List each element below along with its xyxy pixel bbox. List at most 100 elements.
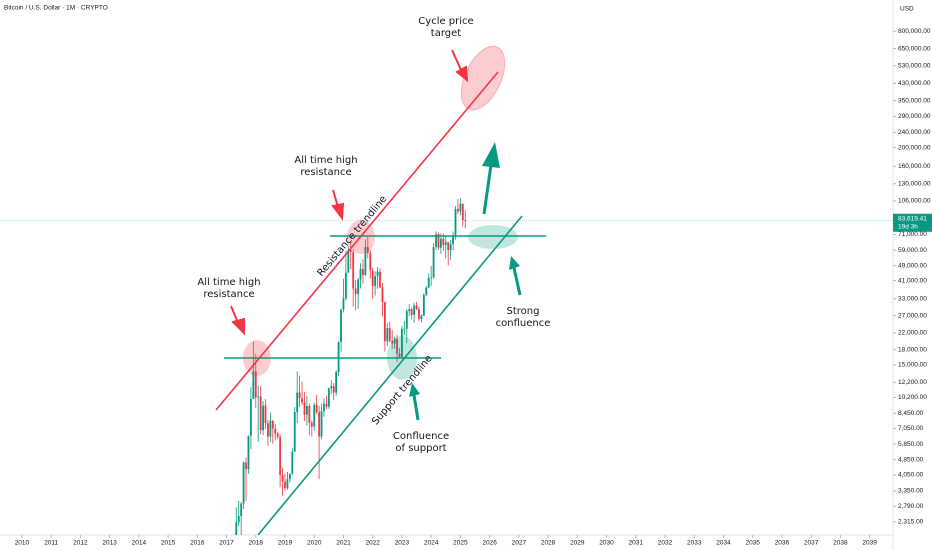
last-price-label: 83,619.41	[898, 215, 927, 222]
last-price-box	[893, 213, 932, 232]
candle-body	[449, 244, 452, 251]
y-tick-label: 15,000.00	[898, 362, 927, 369]
arrows-red	[230, 49, 469, 336]
candle-body	[242, 462, 245, 504]
candle-body	[403, 328, 406, 330]
candle-body	[408, 309, 411, 312]
candle-body	[362, 268, 364, 276]
candle-body	[420, 315, 423, 320]
candle-body	[347, 250, 350, 273]
y-tick-label: 49,000.00	[898, 262, 927, 269]
candle-body	[342, 298, 345, 310]
candles	[235, 198, 467, 535]
x-tick-label: 2023	[395, 540, 410, 547]
y-tick-label: 8,450.00	[898, 410, 924, 417]
candle-body	[296, 392, 299, 413]
candle-body	[405, 311, 408, 329]
resistance-trendline	[215, 71, 499, 411]
candle-body	[335, 372, 338, 393]
x-tick-label: 2012	[73, 540, 88, 547]
candle-body	[293, 412, 296, 452]
candle-body	[459, 203, 462, 212]
y-tick-label: 7,050.00	[898, 425, 924, 432]
y-tick-label: 18,000.00	[898, 346, 927, 353]
candle-body	[298, 392, 301, 399]
y-tick-label: 2,315.00	[898, 519, 924, 526]
candle-body	[247, 435, 250, 470]
y-tick-label: 160,000.00	[898, 163, 931, 170]
candle-body	[376, 271, 379, 277]
candle-body	[357, 279, 359, 294]
y-tick-label: 106,000.00	[898, 198, 931, 205]
candle-body	[447, 242, 450, 251]
candle-body	[337, 342, 340, 373]
x-tick-label: 2028	[541, 540, 556, 547]
candle-body	[281, 475, 284, 482]
candle-body	[430, 277, 433, 279]
candle-body	[381, 287, 384, 302]
candle-body	[303, 402, 306, 415]
candle-body	[439, 238, 442, 248]
highlight-circle	[460, 45, 506, 111]
x-tick-label: 2015	[161, 540, 176, 547]
y-tick-label: 3,350.00	[898, 488, 924, 495]
candle-body	[374, 276, 377, 286]
candle-body	[308, 406, 311, 423]
currency: USD	[900, 6, 914, 13]
candle-body	[235, 522, 238, 535]
x-tick-label: 2032	[658, 540, 673, 547]
candle-body	[435, 234, 437, 247]
candle-body	[323, 403, 325, 412]
annotation: of support	[395, 443, 446, 454]
y-tick-label: 200,000.00	[898, 144, 931, 151]
candle-body	[432, 246, 435, 278]
x-tick-label: 2016	[190, 540, 205, 547]
y-tick-label: 12,200.00	[898, 379, 927, 386]
y-tick-label: 10,200.00	[898, 394, 927, 401]
candle-body	[393, 338, 396, 344]
support-trendline	[257, 215, 523, 536]
candle-body	[396, 338, 398, 354]
x-tick-label: 2029	[570, 540, 585, 547]
candle-body	[352, 251, 355, 289]
candle-body	[398, 353, 401, 358]
candle-body	[313, 404, 316, 427]
candle-body	[267, 423, 269, 437]
y-tick-label: 530,000.00	[898, 62, 931, 69]
x-tick-label: 2017	[219, 540, 234, 547]
x-tick-label: 2030	[599, 540, 614, 547]
x-tick-label: 2034	[716, 540, 731, 547]
candle-body	[366, 246, 369, 253]
x-tick-label: 2019	[278, 540, 293, 547]
highlight-circle	[468, 225, 518, 249]
x-tick-label: 2033	[687, 540, 702, 547]
candle-body	[286, 479, 289, 489]
candle-body	[386, 328, 389, 342]
candle-body	[245, 462, 247, 470]
annotation: Confluence	[393, 431, 449, 442]
drawings	[215, 45, 546, 536]
candle-body	[369, 252, 372, 271]
candle-body	[427, 277, 430, 288]
y-tick-label: 4,850.00	[898, 457, 924, 464]
candle-body	[262, 405, 264, 431]
candle-body	[249, 399, 252, 436]
candle-body	[240, 503, 243, 517]
countdown: 19d 3h	[898, 223, 918, 230]
candle-body	[306, 406, 308, 415]
candle-body	[257, 396, 260, 398]
candle-body	[276, 433, 279, 437]
candle-body	[284, 481, 286, 489]
candle-body	[354, 288, 357, 294]
y-tick-label: 430,000.00	[898, 80, 931, 87]
candle-body	[252, 371, 255, 400]
highlight-circle	[243, 340, 271, 376]
candle-body	[271, 420, 274, 429]
candle-body	[401, 328, 403, 358]
candle-body	[318, 412, 321, 437]
chart-title: Bitcoin / U.S. Dollar · 1M · CRYPTO	[4, 5, 108, 12]
candle-body	[442, 238, 445, 245]
y-tick-label: 5,850.00	[898, 441, 924, 448]
y-tick-label: 800,000.00	[898, 28, 931, 35]
